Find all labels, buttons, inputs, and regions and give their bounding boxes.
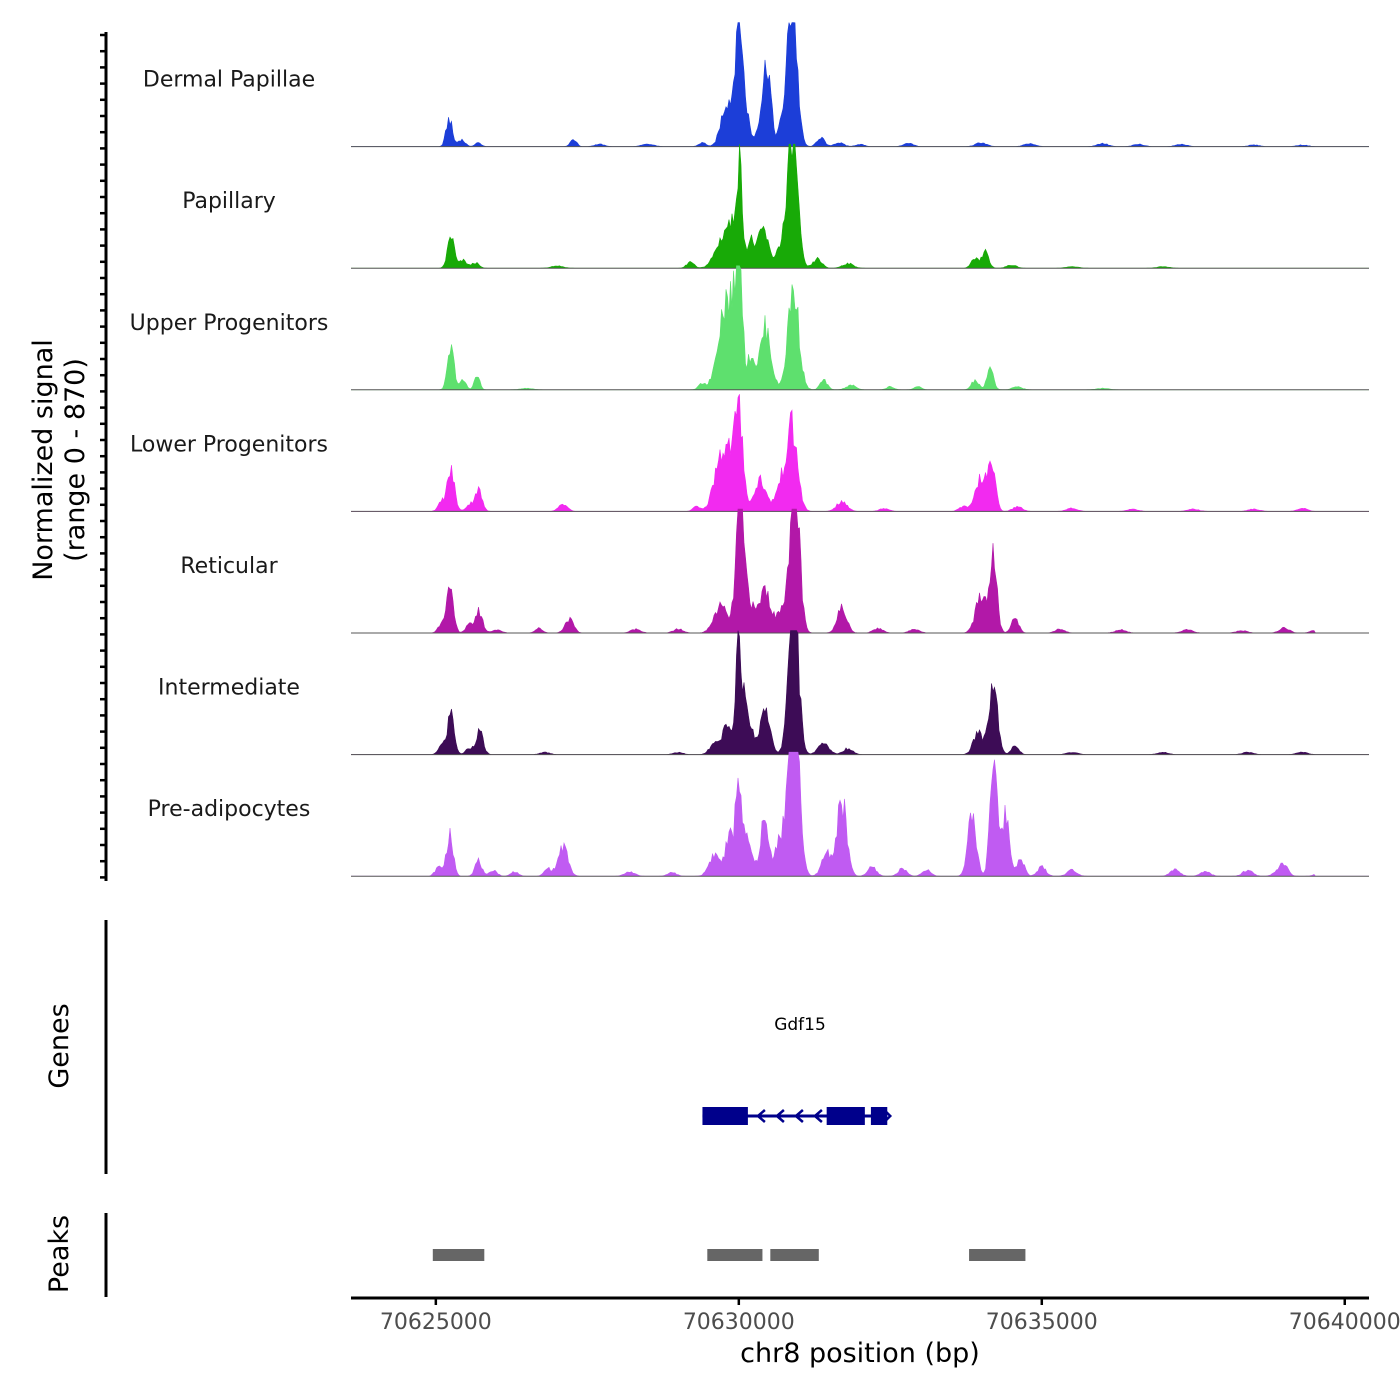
gene-end-marker (882, 1108, 893, 1124)
track-label-6: Pre-adipocytes (148, 797, 311, 822)
gene-strand-arrow (774, 1109, 785, 1123)
x-tick-label-0: 70625000 (380, 1310, 492, 1335)
track-label-1: Papillary (182, 189, 276, 214)
coverage-y-axis-title-line1: Normalized signal (28, 339, 59, 581)
track-label-2: Upper Progenitors (130, 311, 329, 336)
track-label-0: Dermal Papillae (143, 68, 315, 93)
gene-model-gdf15 (702, 1107, 893, 1125)
gene-strand-arrow (793, 1109, 804, 1123)
coverage-y-axis-ticks (100, 33, 106, 879)
gene-strand-arrow (812, 1109, 823, 1123)
x-tick-label-2: 70635000 (986, 1310, 1098, 1335)
track-label-4: Reticular (180, 554, 278, 579)
x-tick-label-1: 70630000 (683, 1310, 795, 1335)
track-label-5: Intermediate (158, 676, 300, 701)
peaks-track-label: Peaks (44, 1215, 75, 1293)
gene-label-gdf15: Gdf15 (774, 1015, 826, 1035)
gene-exon-2 (870, 1107, 888, 1125)
peak-region-3 (969, 1249, 1026, 1261)
peak-regions (432, 1249, 1026, 1261)
gene-exon-0 (702, 1107, 748, 1125)
x-axis-title: chr8 position (bp) (740, 1338, 980, 1369)
x-tick-label-3: 70640000 (1289, 1310, 1400, 1335)
track-labels: Dermal Papillae Papillary Upper Progenitor… (130, 68, 329, 823)
gene-strand-arrow (755, 1109, 766, 1123)
peak-region-2 (770, 1249, 819, 1261)
peak-region-1 (707, 1249, 763, 1261)
x-axis-ticks: 70625000 70630000 70635000 70640000 (380, 1298, 1400, 1335)
gene-exon-1 (826, 1107, 865, 1125)
peak-region-0 (432, 1249, 485, 1261)
genes-track-label: Genes (44, 1003, 75, 1088)
track-label-3: Lower Progenitors (130, 432, 328, 457)
coverage-areas (351, 22, 1369, 877)
coverage-y-axis-title-line2: (range 0 - 870) (60, 358, 91, 562)
